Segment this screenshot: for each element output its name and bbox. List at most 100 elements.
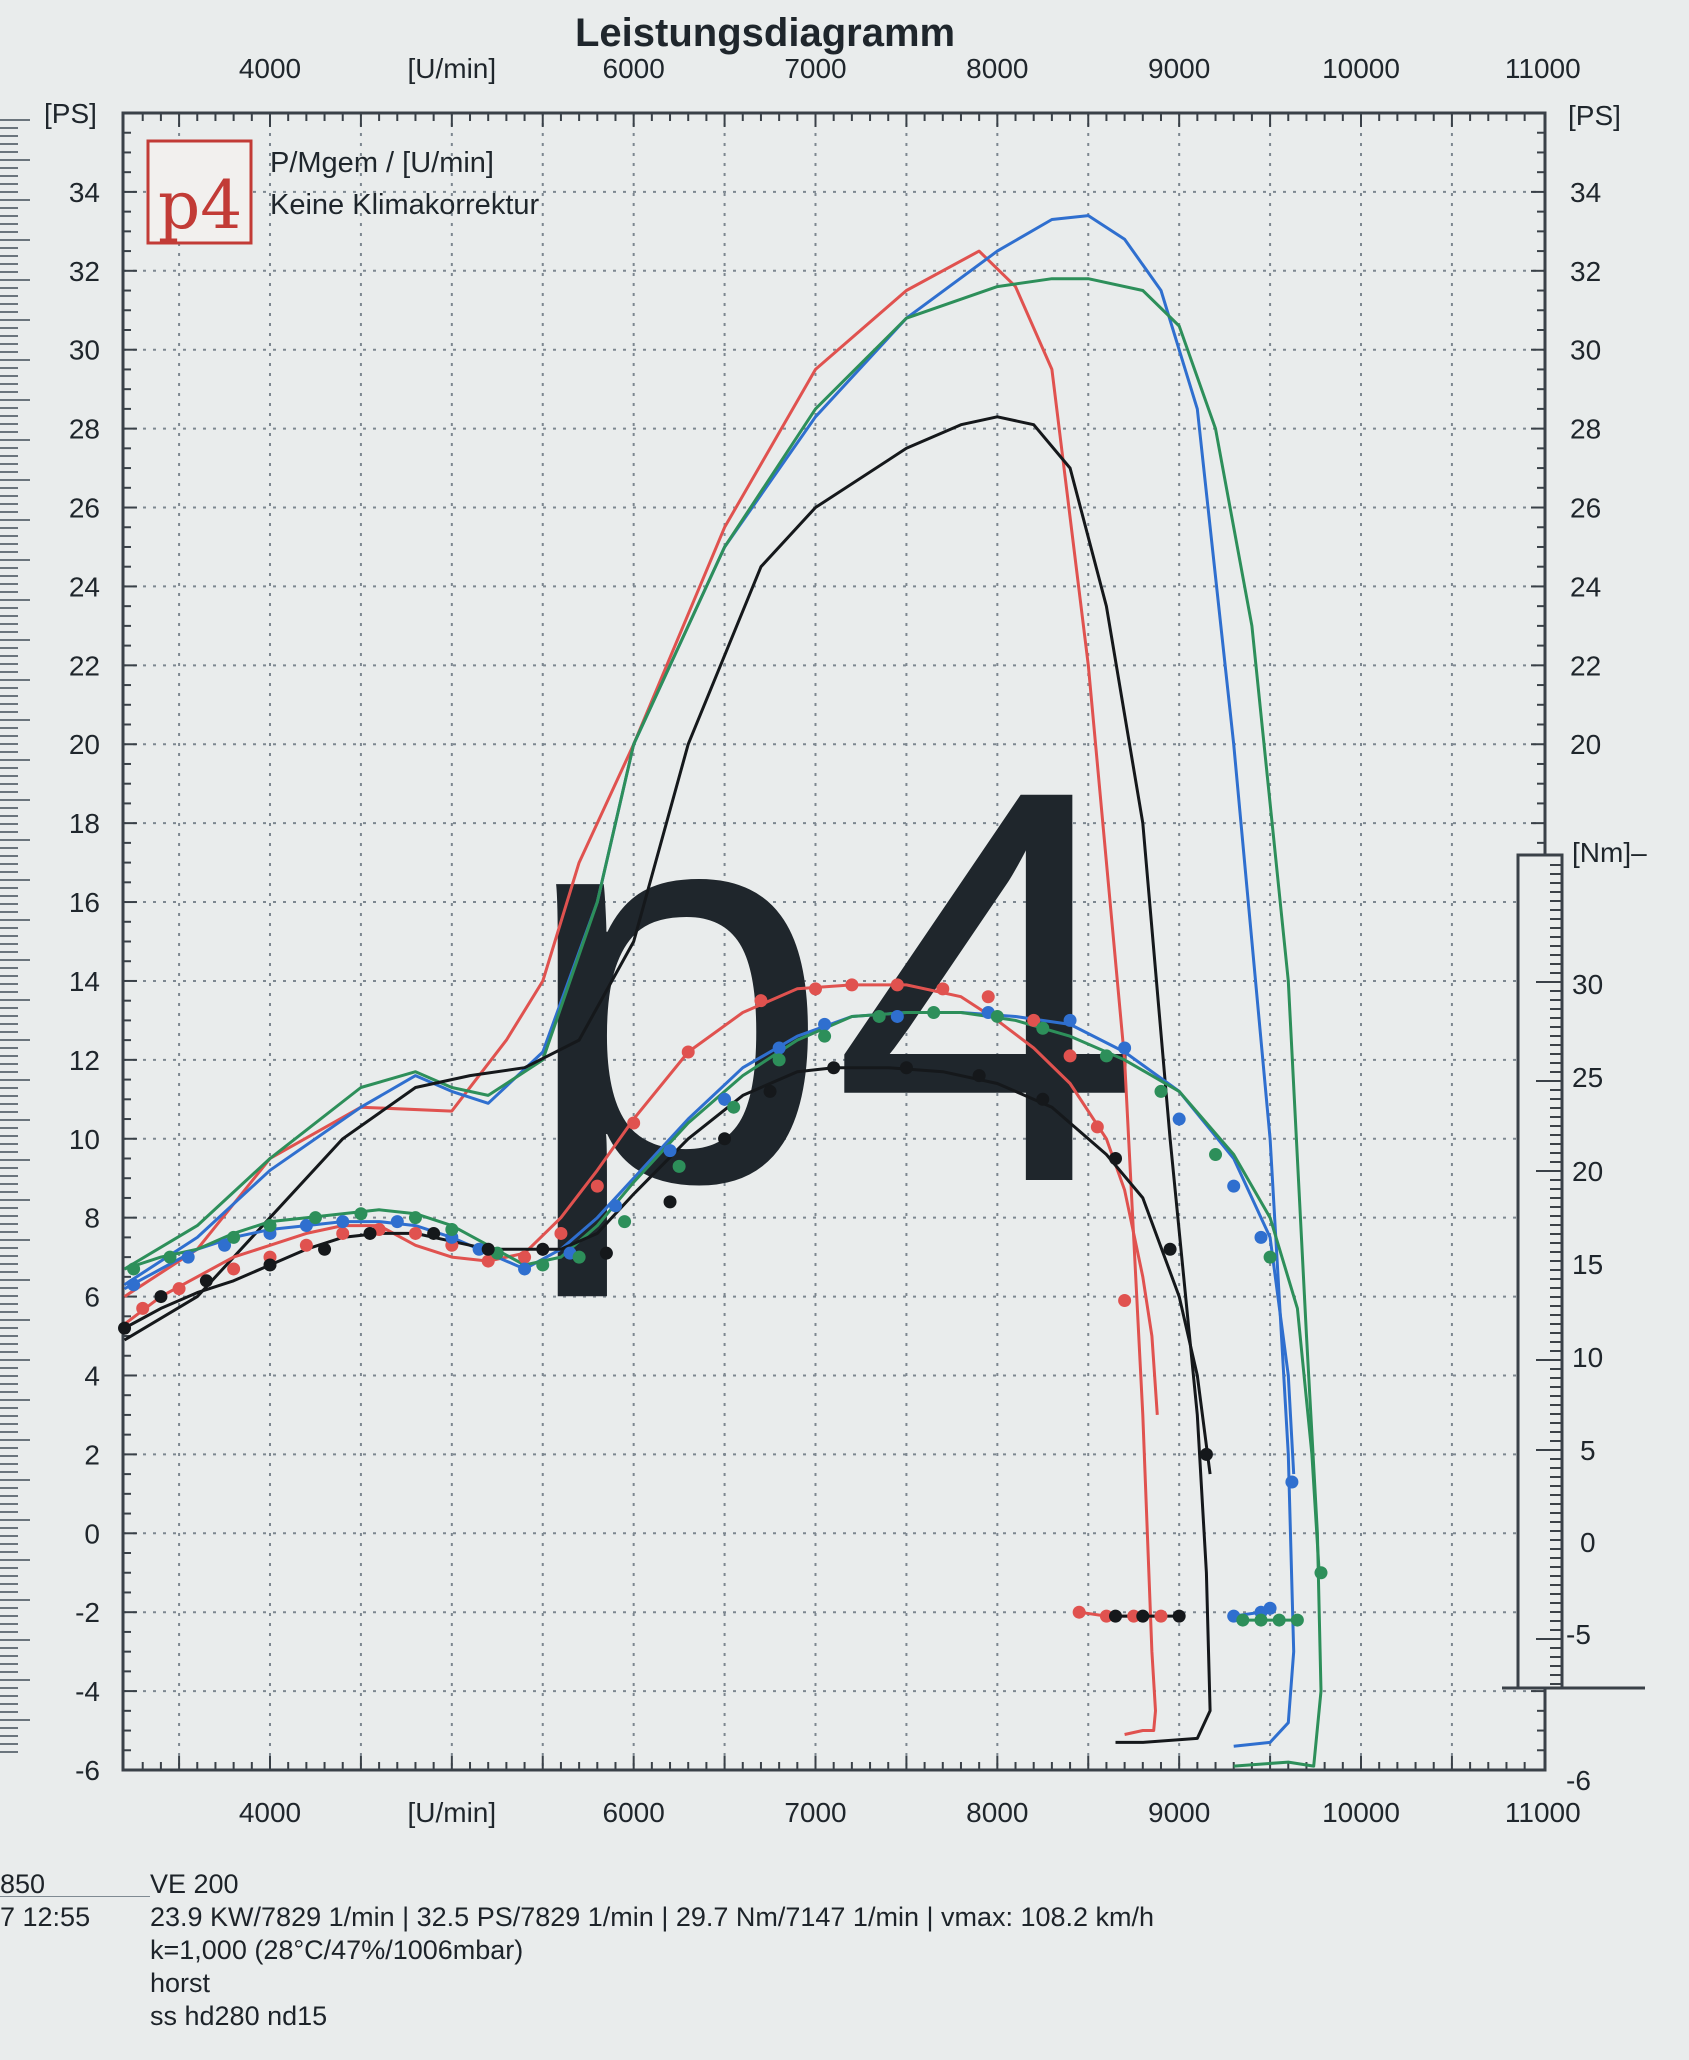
data-point-black xyxy=(1172,1609,1186,1623)
data-point-red xyxy=(1099,1609,1113,1623)
footer-model: VE 200 xyxy=(150,1869,239,1899)
x-tick-label-bottom: 8000 xyxy=(966,1797,1028,1828)
x-tick-label-bottom: 9000 xyxy=(1148,1797,1210,1828)
data-point-red xyxy=(936,982,950,996)
y-tick-label-left: 30 xyxy=(69,335,100,366)
data-point-green xyxy=(227,1230,241,1244)
y-tick-label-left: 4 xyxy=(84,1360,100,1391)
data-point-red xyxy=(981,990,995,1004)
y-tick-label-left: 18 xyxy=(69,808,100,839)
y-tick-label-right: 22 xyxy=(1570,650,1601,681)
footer-info: VE 200 23.9 KW/7829 1/min | 32.5 PS/7829… xyxy=(150,1868,1154,2033)
x-tick-label-bottom: 10000 xyxy=(1322,1797,1400,1828)
y-tick-label-left: 24 xyxy=(69,571,100,602)
data-point-blue xyxy=(608,1199,622,1213)
data-point-blue xyxy=(336,1215,350,1229)
series xyxy=(123,214,1323,1768)
torque-axis-label: [Nm]– xyxy=(1572,837,1647,868)
legend-line-1: P/Mgem / [U/min] xyxy=(270,147,494,179)
data-point-green xyxy=(1314,1566,1328,1580)
data-point-green xyxy=(990,1009,1004,1023)
y-tick-label-right: 30 xyxy=(1570,335,1601,366)
data-point-red xyxy=(845,978,859,992)
data-point-blue xyxy=(818,1017,832,1031)
x-tick-label-top: 6000 xyxy=(603,53,665,84)
data-point-green xyxy=(1290,1613,1304,1627)
data-point-green xyxy=(672,1159,686,1173)
data-point-red xyxy=(1072,1605,1086,1619)
x-tick-label-top: 9000 xyxy=(1148,53,1210,84)
legend-line-2: Keine Klimakorrektur xyxy=(270,189,539,221)
y-tick-label-right: 32 xyxy=(1570,256,1601,287)
data-point-green xyxy=(1099,1049,1113,1063)
y-tick-label-left: 32 xyxy=(69,256,100,287)
data-point-red xyxy=(809,982,822,996)
data-point-black xyxy=(599,1246,613,1260)
data-point-black xyxy=(663,1195,677,1209)
data-point-green xyxy=(818,1029,832,1043)
data-point-blue xyxy=(181,1250,195,1264)
data-point-green xyxy=(263,1219,277,1233)
footer-time: 7 12:55 xyxy=(0,1902,91,1932)
y-tick-label-right: 20 xyxy=(1570,729,1601,760)
data-point-black xyxy=(827,1061,841,1075)
data-point-green xyxy=(1263,1250,1277,1264)
data-point-blue xyxy=(218,1238,232,1252)
y-tick-label-left: 0 xyxy=(84,1518,100,1549)
data-point-blue xyxy=(663,1144,677,1158)
data-point-black xyxy=(1036,1092,1050,1106)
legend-box: p4 P/Mgem / [U/min] Keine Klimakorrektur xyxy=(146,139,539,245)
data-point-green xyxy=(727,1100,741,1114)
data-point-black xyxy=(481,1242,495,1256)
x-tick-label-top: 4000 xyxy=(239,53,301,84)
y-tick-label-left: 26 xyxy=(69,493,100,524)
data-point-green xyxy=(1272,1613,1286,1627)
torque-curve-blue xyxy=(123,1011,1296,1475)
data-point-black xyxy=(154,1290,168,1304)
data-point-green xyxy=(1254,1613,1268,1627)
data-point-black xyxy=(1109,1151,1123,1165)
y-tick-label-left: 8 xyxy=(84,1203,100,1234)
data-point-blue xyxy=(1063,1013,1077,1027)
y-tick-label-right: 26 xyxy=(1570,493,1601,524)
y-tick-label-left: -4 xyxy=(75,1676,100,1707)
torque-tick-label: 15 xyxy=(1572,1249,1603,1280)
y-tick-label-right: 34 xyxy=(1570,177,1601,208)
x-tick-label-top: 7000 xyxy=(784,53,846,84)
data-point-black xyxy=(1109,1609,1123,1623)
data-point-red xyxy=(518,1250,532,1264)
data-point-blue xyxy=(299,1219,313,1233)
power-curve-red xyxy=(123,249,1157,1736)
torque-tick-label: 5 xyxy=(1580,1435,1596,1466)
data-point-green xyxy=(536,1258,550,1272)
data-point-green xyxy=(772,1053,786,1067)
data-point-green xyxy=(408,1211,422,1225)
power-curve-blue xyxy=(123,214,1296,1748)
power-curve-black xyxy=(123,415,1212,1744)
data-point-blue xyxy=(127,1278,141,1292)
y-tick-label-left: 34 xyxy=(69,177,100,208)
data-point-green xyxy=(308,1211,322,1225)
data-point-black xyxy=(263,1258,277,1272)
footer-summary: 23.9 KW/7829 1/min | 32.5 PS/7829 1/min … xyxy=(150,1902,1155,1932)
x-tick-label-top: 10000 xyxy=(1322,53,1400,84)
data-point-black xyxy=(1136,1609,1150,1623)
y-tick-label-left: 14 xyxy=(69,966,100,997)
x-tick-label-top: 8000 xyxy=(966,53,1028,84)
data-point-blue xyxy=(1254,1230,1268,1244)
footer-code: 850 xyxy=(0,1869,46,1899)
data-point-blue xyxy=(472,1242,486,1256)
data-point-blue xyxy=(1118,1041,1132,1055)
data-point-green xyxy=(1036,1021,1050,1035)
p4-logo-text: p4 xyxy=(158,167,242,244)
data-point-green xyxy=(163,1250,177,1264)
y-tick-label-left: 22 xyxy=(69,650,100,681)
data-point-red xyxy=(1127,1609,1141,1623)
chart-title: Leistungsdiagramm xyxy=(575,11,955,55)
torque-tick-label: -5 xyxy=(1566,1619,1591,1650)
data-point-red xyxy=(1027,1013,1041,1027)
markers xyxy=(118,978,1328,1627)
data-point-green xyxy=(872,1009,886,1023)
y-tick-label-left: -6 xyxy=(75,1755,100,1786)
data-point-red xyxy=(1063,1049,1077,1063)
